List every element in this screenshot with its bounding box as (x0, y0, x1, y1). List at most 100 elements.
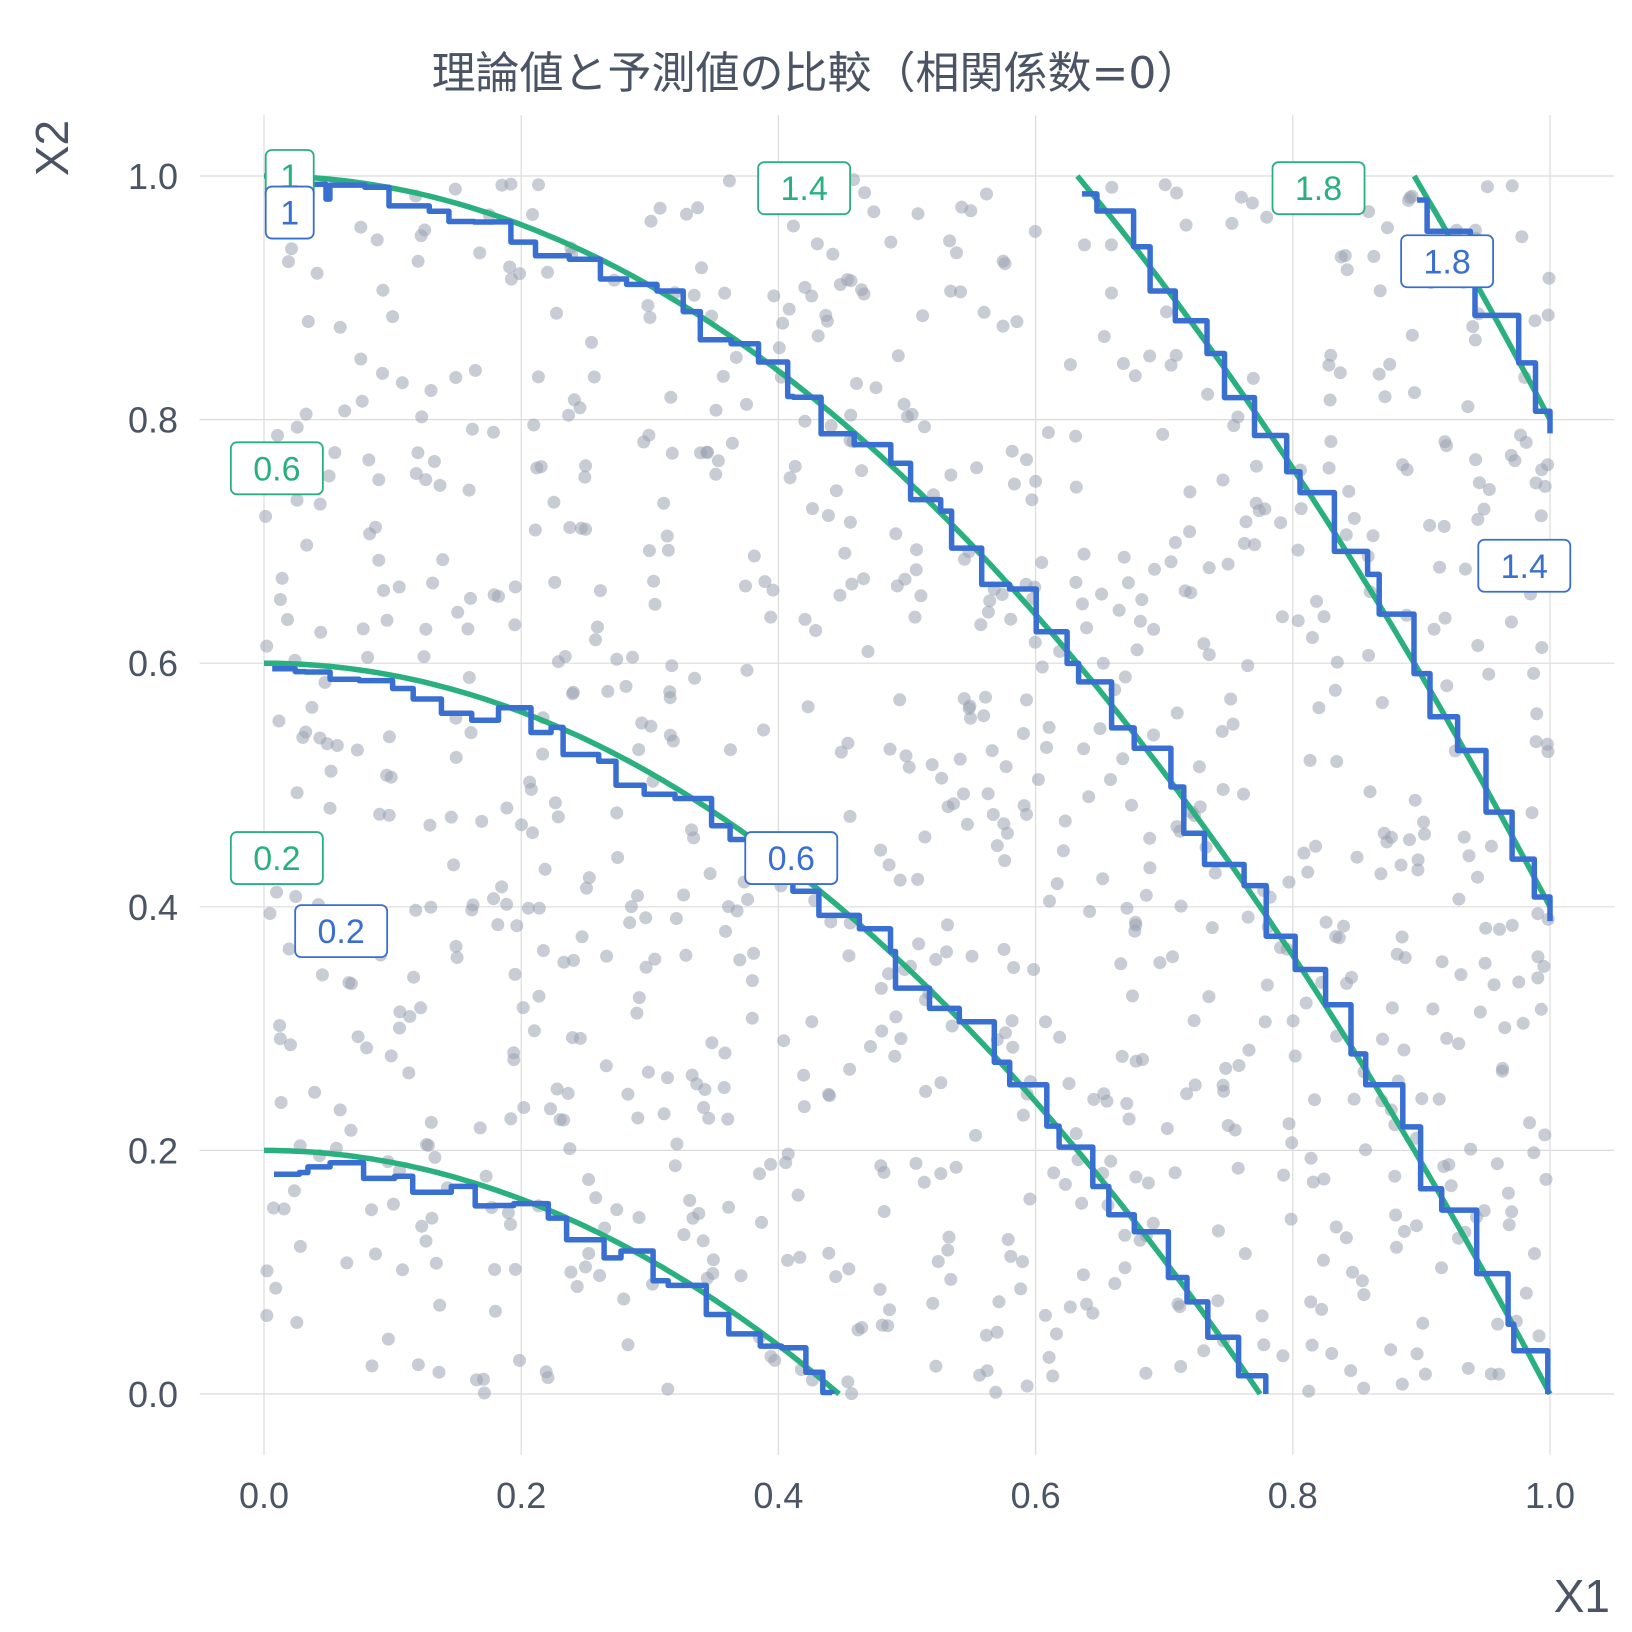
scatter-point (1461, 400, 1475, 414)
scatter-point (1118, 1228, 1132, 1242)
scatter-point (1006, 1040, 1020, 1054)
scatter-point (377, 584, 391, 597)
scatter-point (1169, 348, 1183, 362)
scatter-point (944, 468, 958, 482)
scatter-point (532, 989, 546, 1003)
scatter-point (855, 464, 869, 478)
scatter-point (1285, 1136, 1299, 1150)
scatter-point (1035, 556, 1049, 569)
scatter-point (282, 942, 296, 956)
scatter-point (974, 618, 988, 632)
scatter-point (1374, 867, 1388, 881)
scatter-point (834, 745, 848, 759)
scatter-point (403, 1010, 417, 1023)
scatter-point (925, 758, 939, 772)
scatter-point (1329, 1220, 1343, 1234)
scatter-point (841, 1375, 855, 1389)
scatter-point (909, 1156, 923, 1170)
scatter-point (1390, 1240, 1403, 1254)
scatter-point (1438, 611, 1452, 625)
scatter-point (1086, 1306, 1100, 1320)
scatter-point (527, 1024, 541, 1038)
scatter-point (1245, 196, 1259, 210)
scatter-point (1442, 1158, 1456, 1172)
scatter-point (858, 186, 872, 200)
scatter-point (797, 1068, 811, 1082)
scatter-point (1471, 639, 1485, 652)
scatter-point (944, 284, 958, 298)
scatter-point (661, 543, 675, 557)
scatter-point (639, 960, 653, 974)
scatter-point (282, 255, 295, 269)
scatter-point (821, 509, 835, 522)
scatter-point (949, 1160, 963, 1174)
scatter-point (1116, 357, 1130, 370)
scatter-point (648, 952, 662, 966)
scatter-point (1338, 249, 1352, 262)
scatter-point (824, 915, 838, 929)
scatter-point (1276, 1349, 1290, 1363)
scatter-point (1105, 180, 1119, 194)
scatter-point (1345, 970, 1358, 984)
scatter-point (950, 246, 963, 260)
scatter-point (1041, 426, 1055, 439)
scatter-point (447, 858, 461, 872)
scatter-point (945, 1019, 959, 1033)
predicted-contour-1.8 (1417, 197, 1553, 434)
scatter-point (1197, 1344, 1211, 1358)
scatter-point (632, 743, 646, 757)
scatter-point (1471, 870, 1484, 884)
scatter-point (644, 214, 658, 228)
scatter-point (1362, 648, 1376, 662)
scatter-point (1395, 930, 1409, 944)
scatter-point (593, 1269, 607, 1282)
scatter-point (768, 1353, 782, 1367)
scatter-point (260, 1264, 274, 1278)
scatter-point (424, 384, 438, 397)
scatter-point (805, 1015, 819, 1029)
scatter-point (724, 743, 737, 757)
scatter-point (1484, 1367, 1498, 1381)
scatter-point (910, 543, 923, 557)
scatter-point (1325, 1347, 1339, 1360)
scatter-point (429, 1256, 443, 1270)
scatter-point (1258, 502, 1272, 516)
scatter-point (798, 612, 812, 626)
scatter-point (811, 329, 825, 343)
scatter-point (1493, 922, 1506, 936)
label-box (1477, 538, 1572, 593)
scatter-point (877, 1205, 891, 1218)
scatter-point (1160, 1122, 1174, 1135)
scatter-point (918, 420, 931, 434)
scatter-point (414, 1001, 428, 1015)
scatter-point (1294, 502, 1308, 516)
scatter-point (419, 622, 433, 636)
theoretical-contour-1.8 (1411, 174, 1553, 421)
scatter-point (779, 1156, 793, 1170)
scatter-point (1408, 793, 1422, 807)
scatter-point (1531, 907, 1545, 921)
scatter-point (1344, 1364, 1358, 1378)
scatter-point (550, 1082, 564, 1096)
y-tick-label: 0.6 (128, 643, 178, 684)
x-axis-label: X1 (1554, 1570, 1610, 1622)
scatter-point (1432, 1092, 1446, 1106)
scatter-point (553, 1113, 567, 1127)
scatter-point (1126, 989, 1139, 1003)
scatter-point (464, 726, 478, 740)
scatter-point (290, 493, 304, 507)
scatter-point (1005, 1014, 1019, 1028)
scatter-point (1347, 511, 1361, 525)
scatter-point (1277, 1168, 1291, 1182)
scatter-point (1004, 612, 1018, 626)
scatter-point (1308, 1093, 1321, 1107)
scatter-point (392, 580, 406, 594)
scatter-point (468, 363, 482, 377)
scatter-point (1411, 863, 1425, 877)
scatter-point (1020, 693, 1033, 707)
scatter-point (475, 814, 489, 828)
scatter-point (1378, 390, 1392, 404)
scatter-point (841, 736, 855, 750)
scatter-point (734, 1269, 748, 1283)
scatter-point (1347, 1092, 1361, 1106)
